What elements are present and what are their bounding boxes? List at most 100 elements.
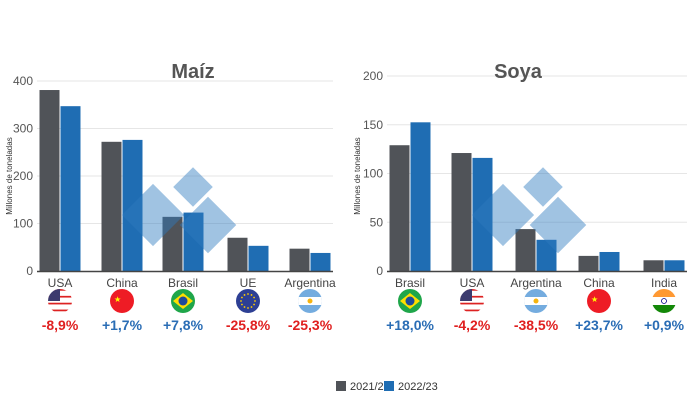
bar-china-2021-22 [101,141,122,271]
stripe [48,302,72,305]
bar-china-2021-22 [578,255,599,271]
argentina-flag-icon [524,289,548,313]
bar-argentina-2022-23 [310,252,331,271]
canton [48,289,60,301]
star [253,296,255,299]
x-tick-label: Argentina [510,276,562,290]
bar-argentina-2021-22 [289,248,310,271]
change-label: -25,3% [288,317,333,333]
y-tick-label: 150 [363,118,383,132]
y-tick-label: 400 [13,74,33,88]
legend: 2021/22 2022/23 [336,381,438,393]
stripe [48,306,72,308]
y-axis-label: Millones de toneladas [353,137,362,214]
star: ★ [591,295,598,304]
bar-ue-2021-22 [227,237,248,271]
change-label: -4,2% [454,317,491,333]
watermark-diamond [471,183,535,247]
star [254,300,256,302]
x-tick-label: USA [460,276,485,290]
watermark-diamond [121,183,185,247]
china-flag-icon: ★ [587,289,611,313]
stripe [460,302,484,305]
x-tick-label: Brasil [168,276,198,290]
field [587,289,611,313]
change-label: -38,5% [514,317,559,333]
y-tick-label: 50 [370,215,384,229]
star [253,303,255,306]
x-tick-label: UE [240,276,257,290]
bar-china-2022-23 [122,139,143,271]
x-tick-label: USA [48,276,73,290]
chakra [661,298,667,304]
watermark-diamond [179,196,237,254]
star [247,307,249,309]
star [241,303,243,306]
change-label: +0,9% [644,317,685,333]
y-tick-label: 100 [363,167,383,181]
watermark-diamond [173,167,213,207]
stripe [460,309,484,312]
argentina-flag-icon [298,289,322,313]
x-tick-label: China [583,276,615,290]
star [243,306,246,308]
star [240,300,242,302]
bar-brasil-2022-23 [183,212,204,271]
band [652,297,676,305]
band [652,289,676,297]
usa-flag-icon [48,289,72,312]
star [247,293,249,295]
change-label: +18,0% [386,317,434,333]
bar-usa-2022-23 [472,157,493,271]
bar-china-2022-23 [599,251,620,271]
bar-argentina-2021-22 [515,229,536,271]
brazil-flag-icon [171,289,195,313]
y-tick-label: 0 [376,264,383,278]
sun [533,298,539,304]
y-tick-label: 100 [13,217,33,231]
stripe [48,309,72,312]
y-axis-label: Millones de toneladas [5,137,14,214]
bar-brasil-2022-23 [410,122,431,271]
x-tick-label: Brasil [395,276,425,290]
band [652,305,676,313]
brazil-flag-icon [398,289,422,313]
change-label: -25,8% [226,317,271,333]
china-flag-icon: ★ [110,289,134,313]
y-tick-label: 0 [26,264,33,278]
change-label: -8,9% [42,317,79,333]
star: ★ [114,295,121,304]
change-label: +7,8% [163,317,204,333]
legend-label-2022-23: 2022/23 [398,381,438,393]
globe [178,296,188,306]
bar-usa-2021-22 [451,153,472,271]
change-label: +23,7% [575,317,623,333]
x-tick-label: Argentina [284,276,336,290]
bar-brasil-2021-22 [162,216,183,271]
star [243,294,246,296]
chart-maíz: 0 100 200 300 400 Maíz Millones de toneladas US… [5,61,336,333]
chart-title: Soya [494,61,543,83]
india-flag-icon [652,289,676,313]
watermark-logo-icon [121,167,237,254]
stripe [460,306,484,308]
globe [405,296,415,306]
legend-swatch-2022-23 [384,381,394,391]
x-tick-label: China [106,276,138,290]
bar-usa-2022-23 [60,106,81,271]
legend-swatch-2021-22 [336,381,346,391]
bar-usa-2021-22 [39,90,60,272]
chart-soya: 0 50 100 150 200 Soya Millones de toneladas Bra… [353,61,687,333]
chart-title: Maíz [171,61,214,83]
field [110,289,134,313]
bar-brasil-2021-22 [389,145,410,271]
canton [460,289,472,301]
star [250,306,253,308]
field [236,289,260,313]
bar-ue-2022-23 [248,245,269,271]
bar-india-2022-23 [664,260,685,271]
y-tick-label: 200 [13,169,33,183]
eu-flag-icon [236,289,260,313]
sun [307,298,313,304]
